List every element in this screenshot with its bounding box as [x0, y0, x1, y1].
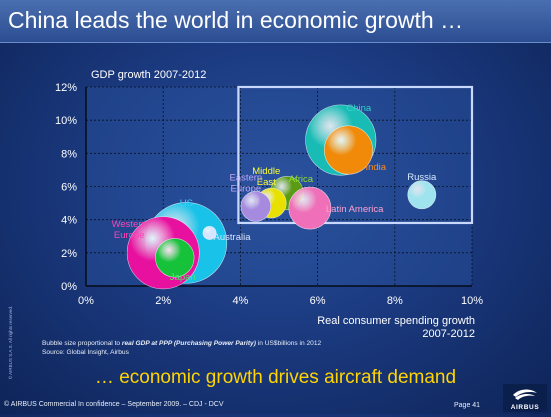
x-tick-label: 6% [310, 295, 326, 307]
chart-title: GDP growth 2007-2012 [91, 69, 206, 81]
x-axis-label-line: Real consumer spending growth [317, 315, 475, 327]
bubble-label-africa: Africa [289, 174, 314, 185]
bubble-label-china: China [346, 103, 372, 114]
source-note: Source: Global Insight, Airbus [42, 349, 129, 356]
y-tick-label: 2% [61, 248, 77, 260]
bubble-eastern-europe [240, 191, 272, 222]
bubble-label-line: Eastern [229, 172, 262, 183]
bubble-label-line: East [257, 177, 276, 188]
bubble-label-middle-east: Middle East [252, 166, 280, 188]
x-tick-label: 0% [78, 295, 94, 307]
x-axis-label-line: 2007-2012 [422, 328, 475, 340]
bubble-latin-america [288, 186, 332, 230]
airbus-logo: AIRBUS [503, 384, 547, 412]
y-tick-label: 0% [61, 281, 77, 293]
bubble-australia [202, 226, 217, 240]
bubble-label-western-europe: Western Europe [112, 219, 147, 241]
y-tick-label: 4% [61, 215, 77, 227]
bubble-size-note: Bubble size proportional to real GDP at … [42, 340, 321, 347]
bubble-label-australia: Australia [214, 232, 252, 243]
x-tick-label: 8% [387, 295, 403, 307]
bubble-japan [155, 238, 195, 278]
y-tick-label: 8% [61, 148, 77, 160]
bubble-label-eastern-europe: Eastern Europe [229, 172, 262, 194]
bubble-russia [407, 180, 437, 210]
bubble-label-japan: Japan [170, 272, 196, 283]
page-number: Page 41 [454, 402, 481, 409]
slide-title: China leads the world in economic growth… [8, 7, 464, 33]
bubble-label-line: Western [112, 219, 147, 230]
y-tick-label: 6% [61, 182, 77, 194]
bubble-india [323, 125, 373, 175]
footnote-post: in US$billions in 2012 [255, 340, 322, 347]
bubble-label-latin-america: Latin America [326, 204, 384, 215]
tagline: … economic growth drives aircraft demand [94, 367, 457, 388]
slide-header: China leads the world in economic growth… [0, 0, 551, 43]
x-tick-label: 10% [461, 295, 483, 307]
footnote-emphasis: real GDP at PPP (Purchasing Power Parity… [121, 340, 256, 347]
svg-text:AIRBUS: AIRBUS [511, 404, 540, 411]
bubble-label-russia: Russia [407, 172, 437, 183]
emerging-markets-box [237, 85, 474, 225]
footer-confidentiality: © AIRBUS Commercial In confidence – Sept… [4, 401, 224, 408]
footnote-pre: Bubble size proportional to [42, 340, 122, 347]
x-tick-label: 4% [232, 295, 248, 307]
bubble-label-line: Middle [252, 166, 280, 177]
y-tick-label: 10% [55, 115, 77, 127]
bubble-label-line: Europe [114, 230, 145, 241]
bubble-label-line: Europe [231, 183, 262, 194]
bubble-label-us: US [180, 198, 193, 209]
copyright-side-note: © AIRBUS S.A.S. All rights reserved. [8, 305, 14, 380]
bubble-label-india: India [365, 162, 386, 173]
x-tick-label: 2% [155, 295, 171, 307]
x-axis-label: Real consumer spending growth 2007-2012 [317, 315, 475, 340]
y-tick-label: 12% [55, 82, 77, 94]
